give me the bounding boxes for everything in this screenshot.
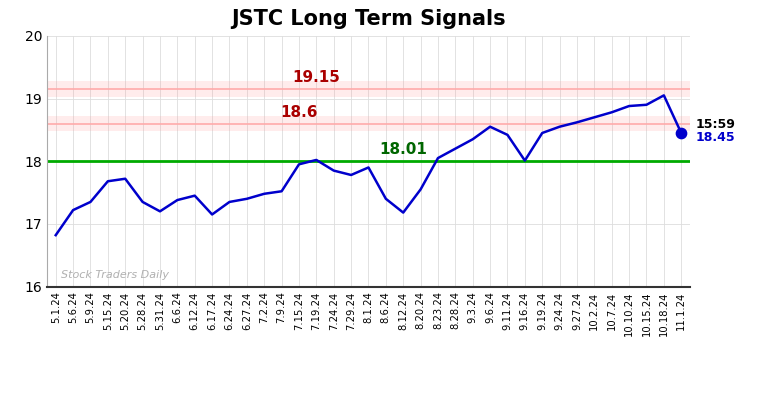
Text: 18.01: 18.01 (379, 142, 427, 158)
Text: 18.6: 18.6 (280, 105, 318, 121)
Title: JSTC Long Term Signals: JSTC Long Term Signals (231, 9, 506, 29)
Text: 18.45: 18.45 (695, 131, 735, 144)
Text: 15:59: 15:59 (695, 118, 735, 131)
Bar (47, 81, 690, 97)
Point (675, 130, 688, 136)
Text: Stock Traders Daily: Stock Traders Daily (61, 270, 169, 280)
Bar (47, 116, 690, 131)
Text: 19.15: 19.15 (292, 70, 340, 85)
